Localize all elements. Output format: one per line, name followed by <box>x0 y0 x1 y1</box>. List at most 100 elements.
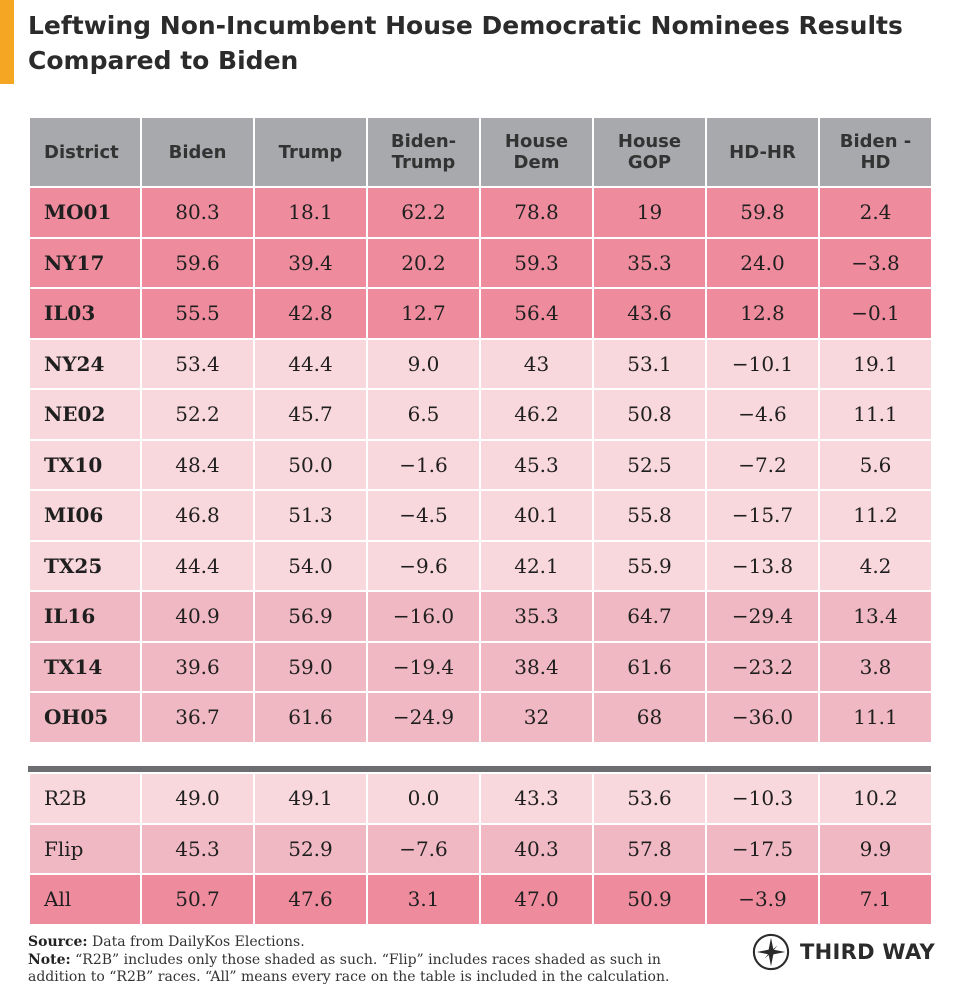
value-cell: −17.5 <box>705 822 820 875</box>
value-cell: 52.9 <box>253 822 368 875</box>
table-row: TX25 44.4 54.0 −9.6 42.1 55.9 −13.8 4.2 <box>28 539 933 592</box>
value-cell: 62.2 <box>366 186 481 239</box>
note-text: “R2B” includes only those shaded as such… <box>28 951 670 986</box>
value-cell: 4.2 <box>818 539 933 592</box>
value-cell: 59.3 <box>479 236 594 289</box>
value-cell: 44.4 <box>140 539 255 592</box>
value-cell: −7.6 <box>366 822 481 875</box>
value-cell: 46.8 <box>140 489 255 542</box>
value-cell: 68 <box>592 691 707 744</box>
value-cell: 5.6 <box>818 438 933 491</box>
value-cell: −0.1 <box>818 287 933 340</box>
table-row: NY17 59.6 39.4 20.2 59.3 35.3 24.0 −3.8 <box>28 236 933 289</box>
column-header: Trump <box>253 116 368 188</box>
column-header: Biden <box>140 116 255 188</box>
value-cell: 20.2 <box>366 236 481 289</box>
column-header: Biden- Trump <box>366 116 481 188</box>
value-cell: −3.9 <box>705 873 820 926</box>
value-cell: −1.6 <box>366 438 481 491</box>
column-header-text: HD <box>860 152 891 173</box>
value-cell: 61.6 <box>253 691 368 744</box>
value-cell: 43.3 <box>479 772 594 825</box>
value-cell: 12.8 <box>705 287 820 340</box>
value-cell: −24.9 <box>366 691 481 744</box>
table-row: TX10 48.4 50.0 −1.6 45.3 52.5 −7.2 5.6 <box>28 438 933 491</box>
table-row: MO01 80.3 18.1 62.2 78.8 19 59.8 2.4 <box>28 186 933 239</box>
district-cell: IL03 <box>28 287 142 340</box>
district-cell: All <box>28 873 142 926</box>
value-cell: 24.0 <box>705 236 820 289</box>
value-cell: 50.9 <box>592 873 707 926</box>
value-cell: 56.4 <box>479 287 594 340</box>
source-line: Source: Data from DailyKos Elections. <box>28 934 718 952</box>
third-way-logo: THIRD WAY <box>752 930 935 974</box>
note-line: Note: “R2B” includes only those shaded a… <box>28 952 718 987</box>
value-cell: −15.7 <box>705 489 820 542</box>
footnote: Source: Data from DailyKos Elections. No… <box>28 934 718 987</box>
column-header-text: District <box>44 141 119 163</box>
summary-row: R2B 49.0 49.1 0.0 43.3 53.6 −10.3 10.2 <box>28 772 933 825</box>
value-cell: 11.2 <box>818 489 933 542</box>
value-cell: 2.4 <box>818 186 933 239</box>
table-row: OH05 36.7 61.6 −24.9 32 68 −36.0 11.1 <box>28 691 933 744</box>
source-text: Data from DailyKos Elections. <box>87 934 305 950</box>
title-line-2: Compared to Biden <box>28 46 299 75</box>
summary-divider <box>28 766 931 772</box>
column-header: Biden - HD <box>818 116 933 188</box>
value-cell: 59.6 <box>140 236 255 289</box>
value-cell: −10.3 <box>705 772 820 825</box>
value-cell: 3.8 <box>818 640 933 693</box>
column-header-text: Biden - <box>839 131 912 152</box>
value-cell: 11.1 <box>818 691 933 744</box>
value-cell: 55.9 <box>592 539 707 592</box>
value-cell: 39.4 <box>253 236 368 289</box>
value-cell: −19.4 <box>366 640 481 693</box>
value-cell: 19.1 <box>818 337 933 390</box>
column-header-text: Trump <box>391 152 456 173</box>
compass-star-icon <box>752 933 790 971</box>
title-line-1: Leftwing Non-Incumbent House Democratic … <box>28 11 903 40</box>
value-cell: 61.6 <box>592 640 707 693</box>
value-cell: 9.9 <box>818 822 933 875</box>
table-row: NY24 53.4 44.4 9.0 43 53.1 −10.1 19.1 <box>28 337 933 390</box>
value-cell: 52.2 <box>140 388 255 441</box>
accent-bar <box>0 0 14 84</box>
column-header-text: Trump <box>278 141 343 163</box>
value-cell: 43.6 <box>592 287 707 340</box>
column-header-text: HD-HR <box>729 141 796 163</box>
value-cell: 44.4 <box>253 337 368 390</box>
value-cell: 78.8 <box>479 186 594 239</box>
value-cell: 32 <box>479 691 594 744</box>
district-cell: OH05 <box>28 691 142 744</box>
value-cell: 42.8 <box>253 287 368 340</box>
value-cell: 46.2 <box>479 388 594 441</box>
district-cell: TX10 <box>28 438 142 491</box>
table-row: IL03 55.5 42.8 12.7 56.4 43.6 12.8 −0.1 <box>28 287 933 340</box>
value-cell: 56.9 <box>253 590 368 643</box>
district-cell: NE02 <box>28 388 142 441</box>
value-cell: −4.6 <box>705 388 820 441</box>
table-row: NE02 52.2 45.7 6.5 46.2 50.8 −4.6 11.1 <box>28 388 933 441</box>
value-cell: 49.1 <box>253 772 368 825</box>
column-header: House Dem <box>479 116 594 188</box>
value-cell: 35.3 <box>592 236 707 289</box>
table-row: MI06 46.8 51.3 −4.5 40.1 55.8 −15.7 11.2 <box>28 489 933 542</box>
table-row: IL16 40.9 56.9 −16.0 35.3 64.7 −29.4 13.4 <box>28 590 933 643</box>
value-cell: 55.8 <box>592 489 707 542</box>
column-header-text: House <box>504 131 569 152</box>
value-cell: 9.0 <box>366 337 481 390</box>
column-header-text: Biden- <box>390 131 457 152</box>
value-cell: 42.1 <box>479 539 594 592</box>
value-cell: 10.2 <box>818 772 933 825</box>
value-cell: 0.0 <box>366 772 481 825</box>
district-cell: Flip <box>28 822 142 875</box>
value-cell: 38.4 <box>479 640 594 693</box>
value-cell: 64.7 <box>592 590 707 643</box>
district-cell: R2B <box>28 772 142 825</box>
column-header-text: Dem <box>513 152 560 173</box>
value-cell: 54.0 <box>253 539 368 592</box>
value-cell: −16.0 <box>366 590 481 643</box>
source-label: Source: <box>28 934 88 950</box>
results-table-body: MO01 80.3 18.1 62.2 78.8 19 59.8 2.4 NY17 59.6 39.… <box>28 186 933 744</box>
value-cell: 13.4 <box>818 590 933 643</box>
